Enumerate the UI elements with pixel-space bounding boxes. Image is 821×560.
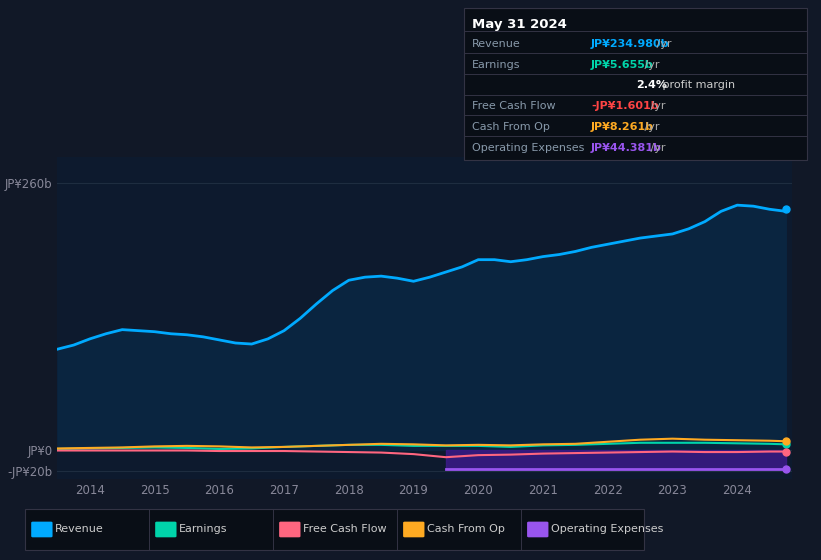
Text: JP¥44.381b: JP¥44.381b xyxy=(591,143,662,152)
Text: Cash From Op: Cash From Op xyxy=(427,525,505,534)
Text: Earnings: Earnings xyxy=(179,525,227,534)
Text: JP¥5.655b: JP¥5.655b xyxy=(591,60,654,69)
Text: Cash From Op: Cash From Op xyxy=(472,122,550,132)
Text: profit margin: profit margin xyxy=(658,81,735,90)
Text: -JP¥1.601b: -JP¥1.601b xyxy=(591,101,658,111)
Text: /yr: /yr xyxy=(641,60,660,69)
Text: /yr: /yr xyxy=(653,39,671,49)
Text: 2.4%: 2.4% xyxy=(636,81,667,90)
Text: /yr: /yr xyxy=(647,101,666,111)
Text: Operating Expenses: Operating Expenses xyxy=(551,525,663,534)
Text: Free Cash Flow: Free Cash Flow xyxy=(472,101,556,111)
Text: JP¥8.261b: JP¥8.261b xyxy=(591,122,654,132)
Text: Earnings: Earnings xyxy=(472,60,521,69)
Text: Operating Expenses: Operating Expenses xyxy=(472,143,585,152)
Text: May 31 2024: May 31 2024 xyxy=(472,17,567,31)
Text: JP¥234.980b: JP¥234.980b xyxy=(591,39,670,49)
Text: Revenue: Revenue xyxy=(472,39,521,49)
Text: /yr: /yr xyxy=(647,143,666,152)
Text: Free Cash Flow: Free Cash Flow xyxy=(303,525,387,534)
Text: Revenue: Revenue xyxy=(55,525,103,534)
Text: /yr: /yr xyxy=(641,122,660,132)
